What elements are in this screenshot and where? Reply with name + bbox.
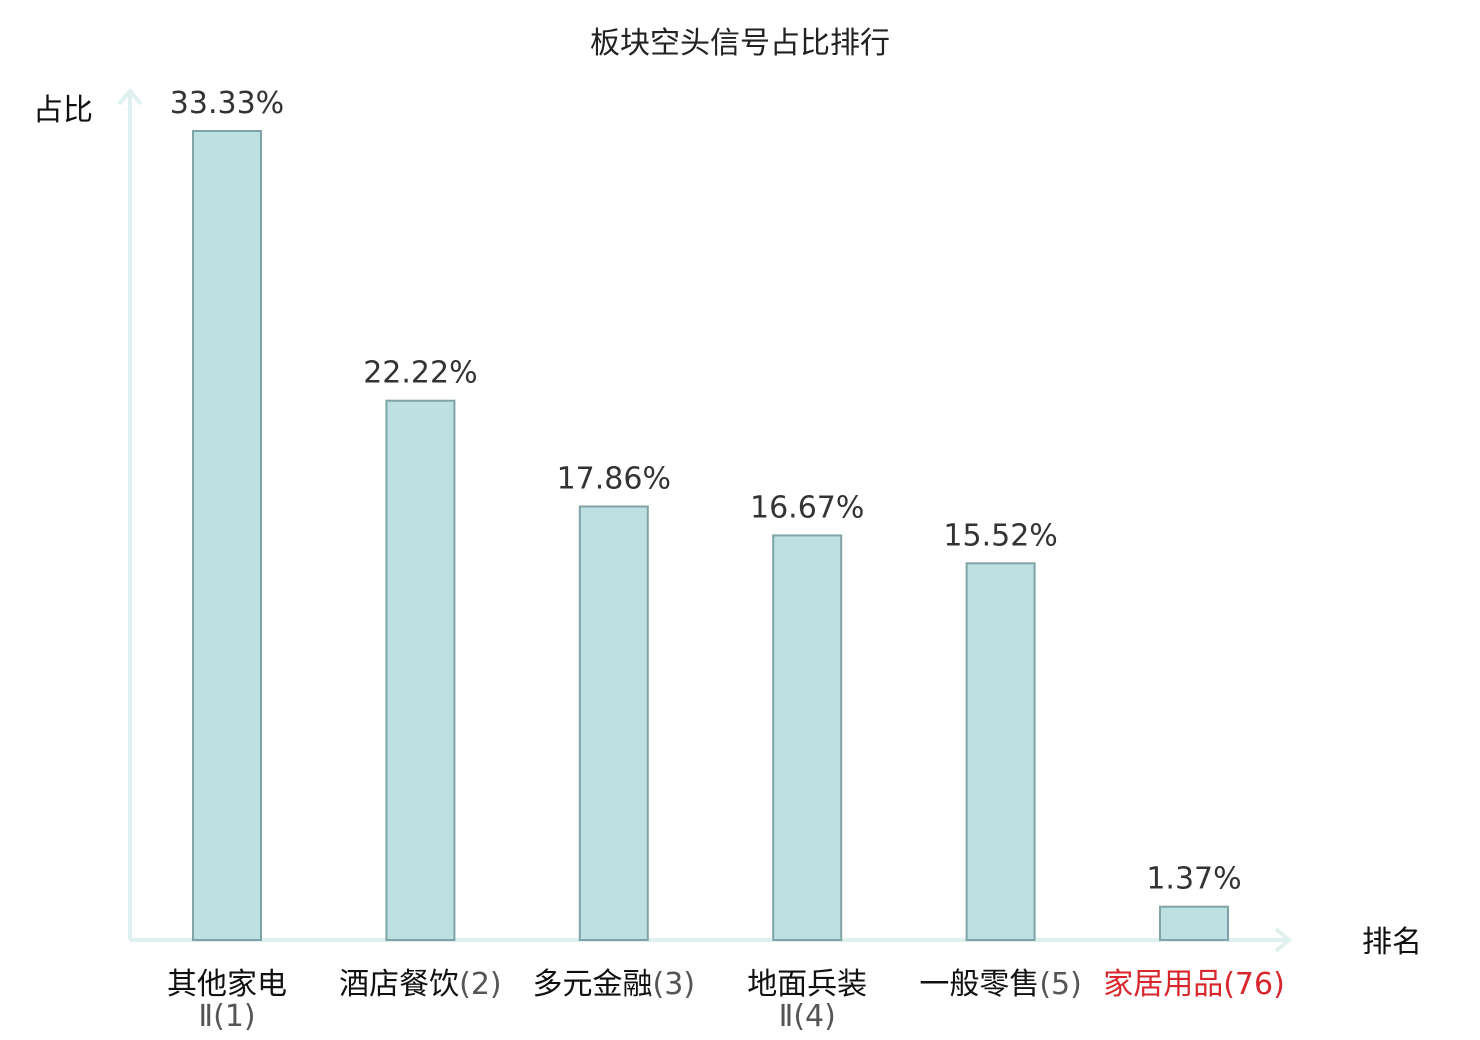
- y-axis: 占比: [33, 87, 143, 940]
- value-label-2: 22.22%: [363, 356, 477, 391]
- x-axis-label: 排名: [1362, 925, 1422, 960]
- category-rank-4: Ⅱ(4): [779, 999, 836, 1034]
- category-label-4: 地面兵装 Ⅱ(4): [747, 967, 867, 1034]
- category-name-5: 一般零售: [919, 967, 1039, 1002]
- chart-title: 板块空头信号占比排行: [590, 26, 890, 61]
- category-name-3: 多元金融: [533, 967, 653, 1002]
- bar-1: [192, 130, 262, 941]
- category-rank-3: (3): [653, 967, 696, 1002]
- category-label-5: 一般零售(5): [919, 967, 1082, 1002]
- x-axis-arrow: [1274, 927, 1293, 953]
- bar-5: [965, 562, 1036, 941]
- bar-2: [385, 399, 456, 941]
- bars-group: [192, 130, 1229, 942]
- value-label-1: 33.33%: [170, 86, 284, 121]
- category-name-1: 其他家电: [167, 967, 287, 1002]
- category-label-1: 其他家电 Ⅱ(1): [167, 967, 287, 1034]
- bar-3: [578, 505, 649, 941]
- category-rank-1: Ⅱ(1): [198, 999, 255, 1034]
- value-label-3: 17.86%: [557, 462, 671, 497]
- category-name-2: 酒店餐饮: [339, 967, 459, 1002]
- value-label-6: 1.37%: [1146, 862, 1241, 897]
- y-axis-arrow: [117, 87, 143, 106]
- category-rank-6: (76): [1223, 967, 1285, 1002]
- value-label-4: 16.67%: [750, 490, 864, 525]
- category-label-6: 家居用品(76): [1103, 967, 1285, 1002]
- category-name-4: 地面兵装: [747, 967, 867, 1002]
- category-rank-2: (2): [459, 967, 502, 1002]
- value-label-5: 15.52%: [943, 518, 1057, 553]
- y-axis-label: 占比: [33, 93, 93, 128]
- category-name-6: 家居用品: [1103, 967, 1223, 1002]
- category-labels-group: 其他家电 Ⅱ(1) 酒店餐饮(2) 多元金融(3) 地面兵装 Ⅱ(4) 一般零售(5) 家居用…: [167, 967, 1285, 1034]
- value-labels-group: 33.33% 22.22% 17.86% 16.67% 15.52% 1.37%: [170, 86, 1242, 897]
- x-axis: 排名: [130, 925, 1422, 960]
- category-label-3: 多元金融(3): [533, 967, 696, 1002]
- bar-4: [772, 534, 843, 942]
- category-rank-5: (5): [1039, 967, 1082, 1002]
- category-label-2: 酒店餐饮(2): [339, 967, 502, 1002]
- bar-6: [1159, 905, 1229, 942]
